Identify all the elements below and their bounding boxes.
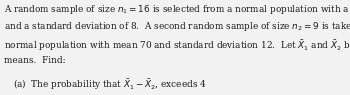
Text: and a standard deviation of 8.  A second random sample of size $n_2 = 9$ is take: and a standard deviation of 8. A second … <box>4 20 350 33</box>
Text: A random sample of size $n_1 = 16$ is selected from a normal population with a m: A random sample of size $n_1 = 16$ is se… <box>4 3 350 16</box>
Text: means.  Find:: means. Find: <box>4 56 66 65</box>
Text: normal population with mean 70 and standard deviation 12.  Let $\bar{X}_1$ and $: normal population with mean 70 and stand… <box>4 38 350 53</box>
Text: (a)  The probability that $\bar{X}_1 - \bar{X}_2$, exceeds 4: (a) The probability that $\bar{X}_1 - \b… <box>13 77 207 92</box>
